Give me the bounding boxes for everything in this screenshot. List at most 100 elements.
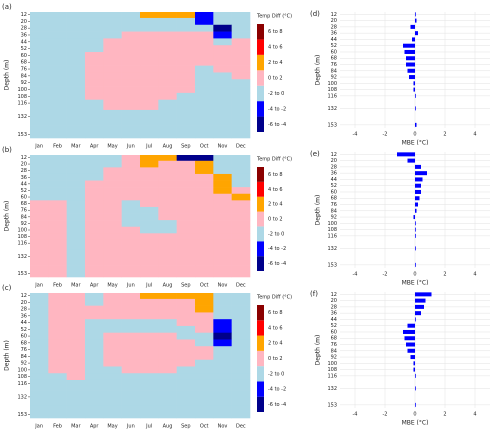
y-tick-label: 36 [331, 171, 337, 177]
heat-cell [195, 346, 214, 354]
colorbar-label: 2 to 4 [268, 60, 283, 66]
x-tick-label: Jun [126, 144, 135, 150]
heat-cell [213, 265, 232, 278]
heat-cell [176, 390, 196, 407]
bar [415, 12, 416, 17]
y-tick-label: 132 [17, 394, 27, 400]
colorbar-label: 4 to 6 [268, 325, 283, 331]
heat-cell [85, 187, 104, 195]
heat-cell [121, 79, 141, 87]
heat-cell [48, 298, 67, 306]
heat-cell [213, 220, 232, 228]
colorbar-title: Temp Diff (°C) [256, 157, 292, 163]
heat-cell [85, 173, 104, 181]
heat-cell [103, 109, 122, 126]
bar [413, 87, 415, 92]
heat-cell [158, 390, 177, 407]
heat-cell [66, 405, 86, 419]
heat-cell [176, 379, 196, 391]
y-tick-label: 52 [21, 188, 27, 194]
heat-cell [66, 366, 86, 374]
heat-cell [85, 239, 104, 251]
heat-cell [30, 332, 49, 340]
heat-cell [66, 239, 86, 251]
heat-cell [48, 233, 67, 241]
heat-cell [158, 220, 177, 228]
y-tick-label: 76 [331, 62, 337, 68]
x-tick-label: Jan [34, 283, 43, 289]
heat-cell [121, 373, 141, 381]
heat-cell [158, 99, 177, 111]
heat-cell [213, 12, 232, 19]
x-tick-label: Dec [236, 144, 246, 150]
heat-cell [121, 187, 141, 195]
y-tick-label: 12 [331, 12, 337, 18]
heat-cell [195, 332, 214, 340]
heat-cell [213, 193, 232, 201]
heat-cell [213, 206, 232, 214]
y-axis-label: Depth (m) [315, 55, 322, 86]
y-tick-label: 20 [331, 298, 337, 304]
heat-cell [231, 45, 251, 53]
x-tick-label: Feb [53, 283, 62, 289]
heat-cell [121, 180, 141, 188]
heat-cell [48, 312, 67, 320]
heat-cell [85, 65, 104, 73]
heat-cell [121, 45, 141, 53]
heat-cell [103, 52, 122, 60]
y-tick-label: 60 [331, 329, 337, 335]
heat-cell [176, 125, 196, 139]
heat-cell [103, 155, 122, 162]
heat-cell [30, 109, 49, 126]
heat-cell [66, 65, 86, 73]
y-tick-label: 108 [327, 227, 337, 233]
heat-cell [140, 99, 159, 111]
heat-cell [48, 173, 67, 181]
colorbar-label: 6 to 8 [268, 29, 283, 35]
heat-cell [140, 86, 159, 94]
heat-cell [158, 79, 177, 87]
heat-cell [30, 79, 49, 87]
heat-cell [48, 125, 67, 139]
heat-cell [213, 45, 232, 53]
heat-cell [103, 17, 122, 26]
bar [413, 367, 415, 372]
heat-cell [213, 17, 232, 26]
heat-cell [103, 180, 122, 188]
heat-cell [66, 332, 86, 340]
heat-cell [195, 79, 214, 87]
heat-cell [140, 249, 159, 266]
y-tick-label: 76 [21, 208, 27, 214]
heat-cell [121, 332, 141, 340]
heat-cell [231, 86, 251, 94]
heat-cell [103, 373, 122, 381]
y-tick-label: 12 [21, 155, 27, 161]
heat-cell [231, 65, 251, 73]
heat-cell [158, 187, 177, 195]
heat-cell [158, 298, 177, 306]
heat-cell [85, 359, 104, 367]
y-tick-label: 20 [21, 19, 27, 25]
x-tick-label: Dec [236, 283, 246, 289]
heat-cell [103, 193, 122, 201]
y-tick-label: 68 [21, 60, 27, 66]
heat-cell [66, 220, 86, 228]
x-tick-label: 2 [443, 132, 446, 138]
heat-cell [121, 265, 141, 278]
heat-cell [195, 125, 214, 139]
heat-cell [140, 319, 159, 327]
colorbar-segment [257, 241, 264, 257]
heat-cell [30, 58, 49, 66]
heat-cell [213, 390, 232, 407]
heat-cell [30, 352, 49, 361]
heat-cell [140, 200, 159, 208]
heat-cell [231, 72, 251, 80]
bar [415, 386, 416, 391]
heat-cell [30, 249, 49, 266]
heat-cell [231, 339, 251, 347]
heat-cell [158, 58, 177, 66]
heat-cell [121, 160, 141, 168]
heat-cell [158, 352, 177, 361]
y-tick-label: 76 [21, 347, 27, 353]
heat-cell [140, 180, 159, 188]
